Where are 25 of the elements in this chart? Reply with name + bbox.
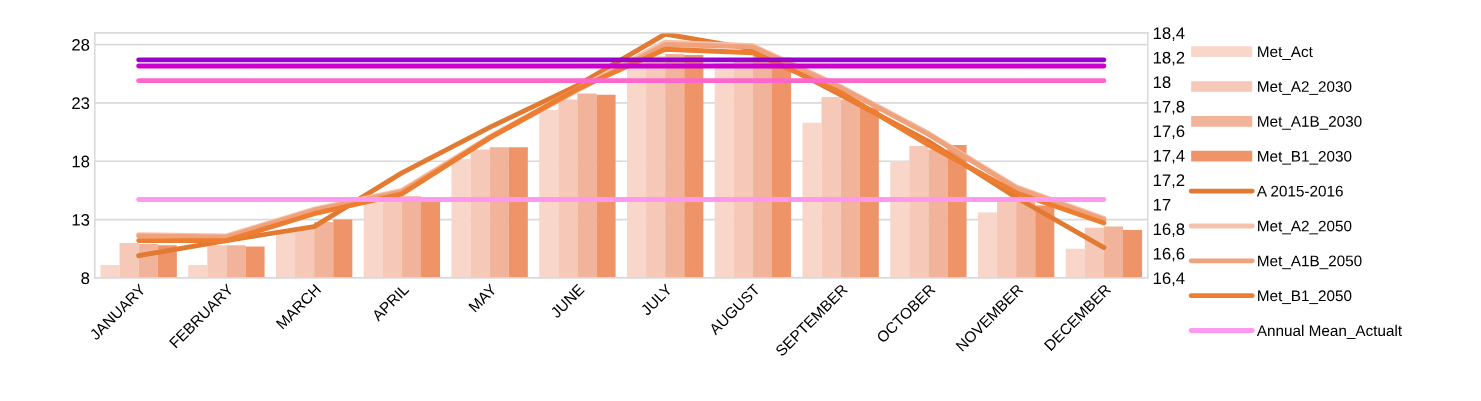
y2-tick-label: 16,4	[1153, 272, 1185, 287]
y2-tick-label: 16,6	[1153, 247, 1185, 262]
y-tick-label: 23	[72, 97, 90, 110]
legend-label: Annual Mean_Actualt	[1256, 324, 1402, 339]
legend-label: Met_A2_2030	[1258, 81, 1352, 95]
y-tick-label: 13	[72, 213, 90, 226]
legend-label: Met_A2_2050	[1258, 220, 1352, 235]
y2-tick-label: 17,6	[1153, 125, 1185, 140]
legend-label: Met_A1B_2050	[1258, 255, 1362, 270]
y2-tick-label: 18,2	[1153, 51, 1185, 66]
y-tick-label: 18	[72, 155, 90, 168]
legend-label: Met_B1_2030	[1258, 150, 1352, 165]
y-tick-label: 8	[81, 272, 90, 285]
y2-tick-label: 18	[1153, 76, 1171, 89]
y2-tick-label: 17,8	[1153, 100, 1185, 115]
y-tick-label: 28	[72, 38, 90, 51]
legend-label: Met_Act	[1258, 46, 1313, 60]
y2-tick-label: 17,2	[1153, 174, 1185, 189]
y2-tick-label: 17	[1153, 198, 1171, 211]
legend-label: Met_B1_2050	[1258, 290, 1352, 305]
y2-tick-label: 18,4	[1153, 27, 1185, 42]
legend-label: Met_A1B_2030	[1258, 116, 1362, 130]
y2-tick-label: 17,4	[1153, 149, 1185, 164]
y2-tick-label: 16,8	[1153, 223, 1185, 238]
legend-label: A 2015-2016	[1256, 185, 1343, 197]
